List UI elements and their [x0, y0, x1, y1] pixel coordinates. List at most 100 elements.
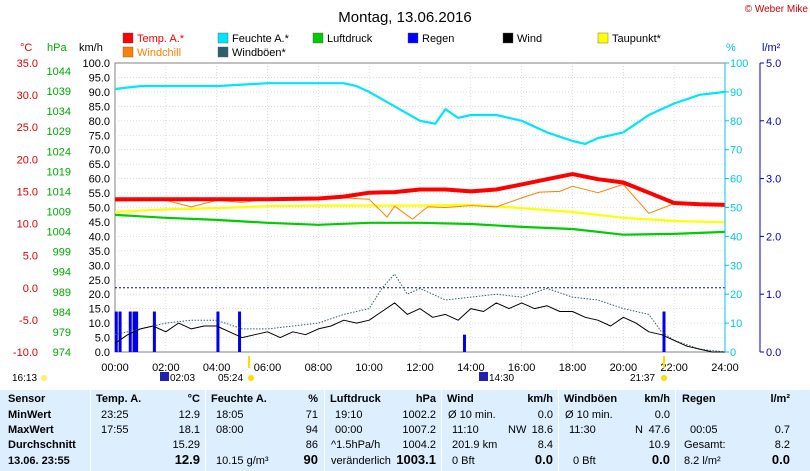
- series-line-windb-en: [114, 273, 726, 353]
- press-tick-label: 999: [53, 247, 71, 259]
- stats-wind-value: 18.6: [531, 424, 553, 436]
- wind-tick-label: 65.0: [89, 159, 110, 171]
- series-line-feuchte-a: [114, 82, 726, 145]
- stats-temp-value: 15.29: [172, 439, 200, 451]
- stats-wind-value: 8.4: [537, 439, 553, 451]
- wind-tick-label: 25.0: [89, 275, 110, 287]
- stats-gust-col: Windböen km/h Ø 10 min. 11:30 0 Bft N 0.…: [559, 390, 675, 471]
- rain-bar: [135, 311, 139, 352]
- wind-tick-label: 45.0: [89, 217, 110, 229]
- temp-tick-label: 15.0: [17, 186, 38, 198]
- stats-wind-distance: 201.9 km: [452, 439, 498, 451]
- rain-tick-label: 3.0: [766, 174, 781, 186]
- time-tick-label: 14:00: [457, 362, 485, 374]
- wind-tick-label: 15.0: [89, 304, 110, 316]
- stats-wind-value: 0.0: [534, 452, 553, 467]
- time-tick-label: 06:00: [254, 362, 282, 374]
- stats-press-value: 1007.2: [402, 424, 436, 436]
- stats-gust-time: 11:30: [569, 424, 596, 436]
- stats-wind-bft: 0 Bft: [452, 455, 475, 467]
- sunset-time: 21:37: [630, 373, 655, 384]
- stats-gust-unit: km/h: [644, 393, 670, 405]
- hum-tick-label: 10: [730, 318, 742, 330]
- rain-bar: [462, 334, 466, 352]
- legend: Temp. A.* Feuchte A.* Luftdruck Regen Wind Ta…: [122, 32, 662, 59]
- stats-hum-time: 18:05: [216, 409, 244, 421]
- stats-wind-title: Wind: [447, 393, 474, 405]
- wind-unit-label: km/h: [79, 42, 103, 54]
- stats-press-trend: veränderlich: [331, 455, 391, 467]
- press-tick-label: 1034: [47, 106, 71, 118]
- stats-hum-value: 71: [305, 409, 318, 421]
- stats-row-label: MinWert: [8, 409, 52, 421]
- axis-ticks: 35.0 30.0 25.0 20.0 15.0 10.0 5.0 0.0 -5.0 -10.0 1…: [13, 58, 781, 374]
- stats-hum-time: 08:00: [216, 424, 244, 436]
- stats-row-label: MaxWert: [8, 424, 54, 436]
- rain-bar: [216, 311, 220, 352]
- wind-tick-label: 60.0: [89, 174, 110, 186]
- stats-wind-value: 0.0: [537, 409, 553, 421]
- stats-gust-value: 47.6: [648, 424, 670, 436]
- stats-wind-dir: NW: [508, 424, 527, 436]
- credit-text: © Weber Mike: [745, 4, 809, 15]
- sunset-icon: [661, 375, 667, 381]
- stats-gust-title: Windböen: [564, 393, 618, 405]
- press-tick-label: 979: [53, 327, 71, 339]
- time-tick-label: 08:00: [305, 362, 333, 374]
- legend-swatch: [217, 32, 229, 44]
- temp-tick-label: 20.0: [17, 154, 38, 166]
- stats-press-trend: ^1.5hPa/h: [331, 439, 381, 451]
- stats-press-unit: hPa: [415, 393, 436, 405]
- wind-tick-label: 95.0: [89, 72, 110, 84]
- press-tick-label: 984: [53, 307, 71, 319]
- stats-sensor-title: Sensor: [8, 393, 46, 405]
- hum-tick-label: 70: [730, 145, 742, 157]
- stats-wind-time: 11:10: [452, 424, 479, 436]
- temp-tick-label: 35.0: [17, 58, 38, 70]
- stats-gust-bft: 0 Bft: [573, 455, 596, 467]
- stats-temp-time: 17:55: [101, 424, 129, 436]
- time-tick-label: 02:00: [152, 362, 180, 374]
- rain-unit-label: l/m²: [762, 42, 781, 54]
- wind-tick-label: 35.0: [89, 246, 110, 258]
- rain-bar: [152, 311, 156, 352]
- stats-gust-dir: N: [635, 424, 643, 436]
- series-line-luftdruck: [114, 213, 726, 236]
- hum-tick-label: 80: [730, 116, 742, 128]
- stats-wind-time: Ø 10 min.: [448, 409, 496, 421]
- stats-row-label: 13.06. 23:55: [8, 455, 70, 467]
- temp-tick-label: 10.0: [17, 219, 38, 231]
- stats-temp-time: 23:25: [101, 409, 129, 421]
- temp-tick-label: 0.0: [23, 283, 38, 295]
- rain-tick-label: 1.0: [766, 289, 781, 301]
- press-tick-label: 1024: [47, 146, 71, 158]
- stats-hum-value: 86: [305, 439, 318, 451]
- stats-hum-title: Feuchte A.: [211, 393, 267, 405]
- stats-temp-col: Temp. A. °C 23:25 17:55 12.9 18.1 15.29 …: [91, 390, 205, 471]
- sunrise-time: 05:24: [218, 373, 243, 384]
- time-tick-label: 18:00: [559, 362, 587, 374]
- stats-rain-unit: l/m²: [770, 393, 790, 405]
- stats-row-label: Durchschnitt: [8, 439, 76, 451]
- temp-tick-label: 25.0: [17, 122, 38, 134]
- chart-title: Montag, 13.06.2016: [338, 9, 471, 26]
- legend-label: Taupunkt*: [612, 33, 662, 45]
- stats-temp-value: 12.9: [174, 452, 200, 467]
- stats-press-time: 00:00: [335, 424, 363, 436]
- press-tick-label: 1029: [47, 126, 71, 138]
- press-tick-label: 1004: [47, 227, 71, 239]
- stats-gust-value: 10.9: [648, 439, 670, 451]
- stats-rain-value: 0.0: [771, 452, 790, 467]
- stats-sensor-col: Sensor MinWert MaxWert Durchschnitt 13.0…: [0, 390, 90, 471]
- time-tick-label: 24:00: [711, 362, 739, 374]
- moon-phase-icon-2: [479, 372, 488, 381]
- legend-swatch: [312, 32, 324, 44]
- wind-tick-label: 75.0: [89, 130, 110, 142]
- stats-press-value: 1004.2: [402, 439, 436, 451]
- rain-tick-label: 0.0: [766, 347, 781, 359]
- stats-hum-value: 90: [303, 452, 318, 467]
- sun-icon: [248, 375, 254, 381]
- stats-press-value: 1003.1: [396, 452, 436, 467]
- time-tick-label: 16:00: [508, 362, 536, 374]
- wind-tick-label: 50.0: [89, 203, 110, 215]
